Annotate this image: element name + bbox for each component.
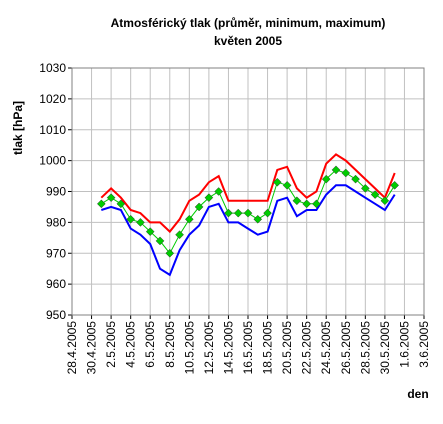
x-axis-label: den <box>407 387 428 401</box>
marker <box>175 230 184 240</box>
marker <box>224 208 233 218</box>
series-line <box>100 153 396 234</box>
y-tick-label: 980 <box>46 215 66 229</box>
marker <box>106 193 116 203</box>
marker <box>243 208 253 218</box>
chart-title: Atmosférický tlak (průměr, minimum, maxi… <box>111 16 386 30</box>
series-line <box>100 184 396 277</box>
y-tick-label: 990 <box>46 185 66 199</box>
x-tick-label: 26.5.2005 <box>339 321 353 375</box>
x-tick-label: 14.5.2005 <box>221 321 235 375</box>
y-tick-label: 950 <box>46 308 66 322</box>
marker <box>96 199 106 209</box>
marker <box>370 190 380 199</box>
marker <box>312 199 321 209</box>
marker <box>214 187 224 196</box>
plot-frame <box>71 67 425 316</box>
x-tick-label: 16.5.2005 <box>241 321 255 375</box>
x-tick-label: 8.5.2005 <box>163 321 177 368</box>
x-tick-label: 28.4.2005 <box>65 321 79 375</box>
marker <box>390 180 400 190</box>
marker <box>351 174 360 184</box>
x-tick-label: 22.5.2005 <box>300 321 314 375</box>
x-tick-label: 10.5.2005 <box>182 321 196 375</box>
x-tick-label: 6.5.2005 <box>143 321 157 368</box>
marker <box>145 227 155 236</box>
y-tick-label: 970 <box>46 246 66 260</box>
marker <box>282 180 292 190</box>
chart-subtitle: květen 2005 <box>214 34 282 48</box>
x-tick-label: 12.5.2005 <box>202 321 216 375</box>
marker <box>380 196 390 206</box>
x-tick-label: 30.5.2005 <box>378 321 392 375</box>
y-tick-label: 1010 <box>39 123 66 137</box>
marker <box>263 208 272 218</box>
marker <box>116 199 126 209</box>
marker <box>331 165 341 175</box>
x-tick-label: 24.5.2005 <box>319 321 333 375</box>
y-axis-label: tlak [hPa] <box>11 101 25 155</box>
marker <box>126 214 136 224</box>
y-tick-label: 1020 <box>39 92 66 106</box>
y-tick-label: 1000 <box>39 154 66 168</box>
marker <box>272 177 282 187</box>
y-tick-label: 960 <box>46 277 66 291</box>
x-tick-label: 28.5.2005 <box>358 321 372 375</box>
marker <box>194 202 204 212</box>
marker <box>302 199 312 209</box>
marker <box>155 236 165 246</box>
marker <box>165 248 175 258</box>
x-tick-label: 2.5.2005 <box>104 321 118 368</box>
x-tick-label: 1.6.2005 <box>397 321 411 368</box>
x-tick-label: 4.5.2005 <box>124 321 138 368</box>
x-tick-label: 18.5.2005 <box>261 321 275 375</box>
marker <box>204 193 214 203</box>
marker <box>292 196 302 206</box>
marker <box>360 184 370 193</box>
marker <box>233 208 243 218</box>
marker <box>136 218 145 227</box>
x-tick-label: 30.4.2005 <box>85 321 99 375</box>
marker <box>184 214 194 224</box>
marker <box>321 174 331 184</box>
y-tick-label: 1030 <box>39 61 66 75</box>
x-tick-label: 20.5.2005 <box>280 321 294 375</box>
marker <box>341 168 351 178</box>
marker <box>253 214 263 224</box>
x-tick-label: 3.6.2005 <box>417 321 431 368</box>
